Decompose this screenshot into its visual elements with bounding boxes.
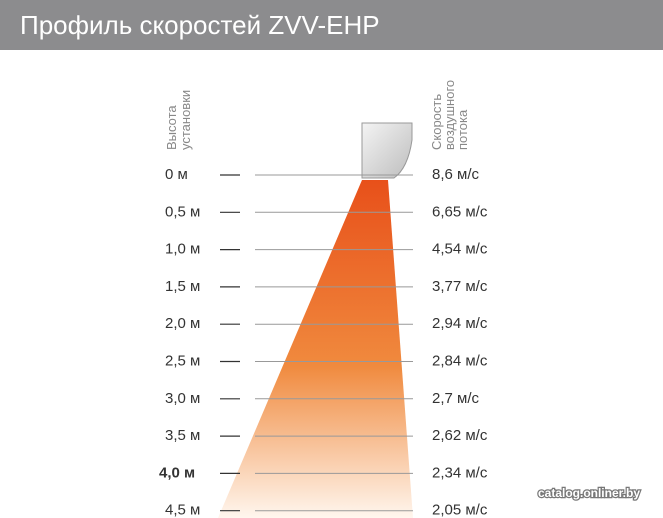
speed-value: 2,05 м/с	[432, 502, 488, 518]
height-value: 2,5 м	[165, 352, 200, 369]
speed-value: 2,62 м/с	[432, 427, 488, 444]
heater-device	[361, 122, 413, 179]
height-value: 3,5 м	[165, 427, 200, 444]
speed-value: 8,6 м/с	[432, 166, 479, 183]
speed-label: Скорость воздушного потока	[429, 76, 470, 150]
speed-value: 6,65 м/с	[432, 203, 488, 220]
speed-label-line: потока	[455, 109, 470, 150]
speed-value: 2,84 м/с	[432, 352, 488, 369]
height-label: Высота установки	[164, 90, 193, 150]
speed-value: 4,54 м/с	[432, 241, 488, 258]
height-value: 4,0 м	[159, 464, 195, 481]
title: Профиль скоростей ZVV-EHP	[20, 10, 380, 40]
height-value: 2,0 м	[165, 315, 200, 332]
speed-value: 2,34 м/с	[432, 464, 488, 481]
rows: 0 м 8,6 м/с 0,5 м 6,65 м/с 1,0 м 4,54 м/с 1,5 …	[159, 166, 488, 518]
speed-value: 3,77 м/с	[432, 278, 488, 295]
speed-value: 2,94 м/с	[432, 315, 488, 332]
airflow-cone	[218, 180, 413, 518]
speed-label-line: Скорость	[429, 94, 444, 150]
speed-value: 2,7 м/с	[432, 390, 479, 407]
speed-label-line: воздушного	[442, 80, 457, 150]
height-value: 4,5 м	[165, 502, 200, 518]
watermark: catalog.onliner.by	[538, 486, 640, 500]
height-label-line: Высота	[164, 105, 179, 150]
height-value: 0 м	[165, 166, 188, 183]
height-value: 0,5 м	[165, 203, 200, 220]
height-value: 1,5 м	[165, 278, 200, 295]
height-label-line: установки	[178, 90, 193, 150]
header-bar	[0, 0, 663, 50]
height-value: 3,0 м	[165, 390, 200, 407]
height-value: 1,0 м	[165, 241, 200, 258]
